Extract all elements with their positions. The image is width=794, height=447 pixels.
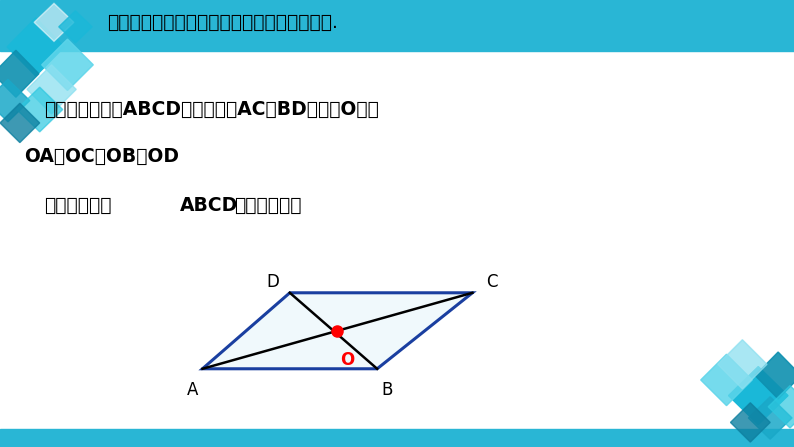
Text: 已知：在四边形ABCD中，对角线AC，BD交于点O，且: 已知：在四边形ABCD中，对角线AC，BD交于点O，且 <box>44 100 379 119</box>
Polygon shape <box>748 397 792 439</box>
Polygon shape <box>769 385 794 428</box>
Polygon shape <box>202 293 472 369</box>
Polygon shape <box>41 39 94 90</box>
Polygon shape <box>17 87 63 132</box>
Text: D: D <box>266 273 279 291</box>
Polygon shape <box>34 4 74 42</box>
Text: 猜想：对角线互相平分的四边形是平行四边形.: 猜想：对角线互相平分的四边形是平行四边形. <box>107 13 338 32</box>
Text: 求证：四边形: 求证：四边形 <box>44 196 111 215</box>
Text: A: A <box>187 381 198 399</box>
Bar <box>0 429 794 447</box>
Polygon shape <box>27 65 76 114</box>
Text: 是平行四边形: 是平行四边形 <box>234 196 302 215</box>
Polygon shape <box>0 80 30 122</box>
Polygon shape <box>701 354 753 406</box>
Polygon shape <box>718 340 767 389</box>
Text: ABCD: ABCD <box>179 196 237 215</box>
Polygon shape <box>7 18 64 76</box>
Bar <box>0 0 794 51</box>
Polygon shape <box>730 403 770 442</box>
Polygon shape <box>0 103 40 143</box>
Polygon shape <box>729 367 788 425</box>
Polygon shape <box>755 352 794 399</box>
Polygon shape <box>59 11 92 43</box>
Polygon shape <box>0 51 39 97</box>
Text: O: O <box>340 351 354 369</box>
Text: C: C <box>487 273 498 291</box>
Text: B: B <box>381 381 392 399</box>
Text: OA＝OC，OB＝OD: OA＝OC，OB＝OD <box>24 147 179 166</box>
